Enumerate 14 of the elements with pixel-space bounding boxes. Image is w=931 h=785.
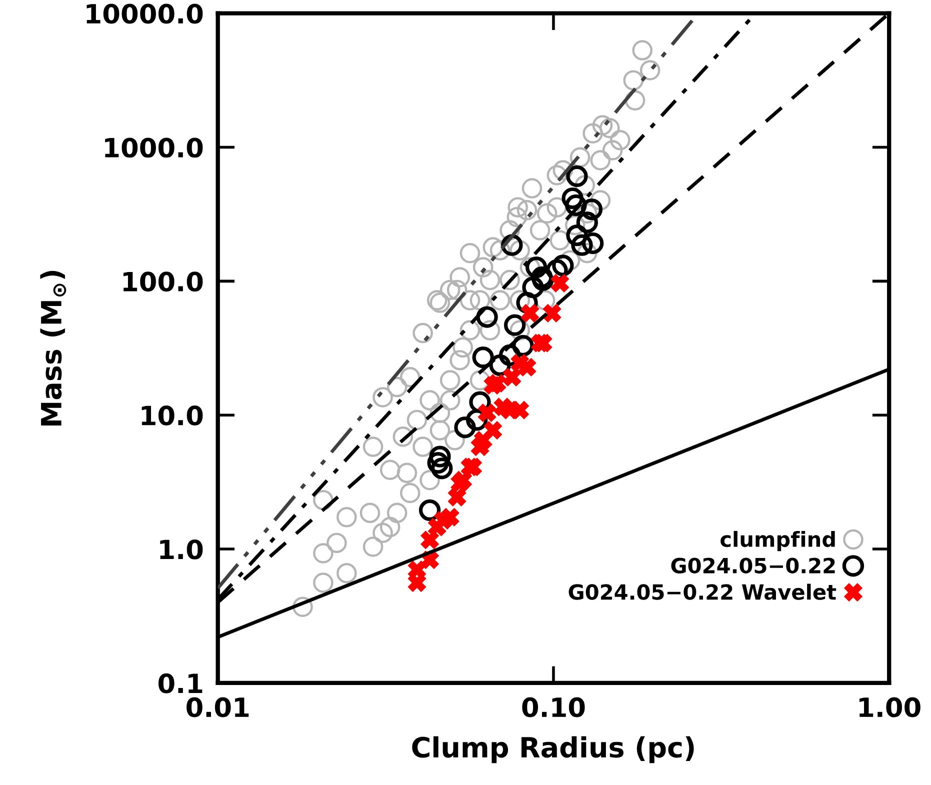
legend-label: G024.05−0.22 <box>671 558 835 574</box>
y-tick-label: 100.0 <box>123 272 203 292</box>
y-tick-label: 1.0 <box>160 539 203 560</box>
y-tick-label: 10000.0 <box>86 4 203 24</box>
y-axis-title: Mass (M$_{⊙}$) <box>40 270 66 426</box>
x-tick-label: 1.00 <box>860 697 920 718</box>
legend-label: clumpfind <box>720 530 835 552</box>
x-tick-label: 0.01 <box>186 697 249 718</box>
y-tick-label: 0.1 <box>158 673 202 694</box>
legend-label: G024.05−0.22 Wavelet <box>568 584 836 600</box>
y-tick-label: 10.0 <box>142 406 203 426</box>
x-axis-title: Clump Radius (pc) <box>412 736 694 764</box>
x-tick-label: 0.10 <box>522 697 585 718</box>
y-tick-label: 1000.0 <box>105 138 203 158</box>
